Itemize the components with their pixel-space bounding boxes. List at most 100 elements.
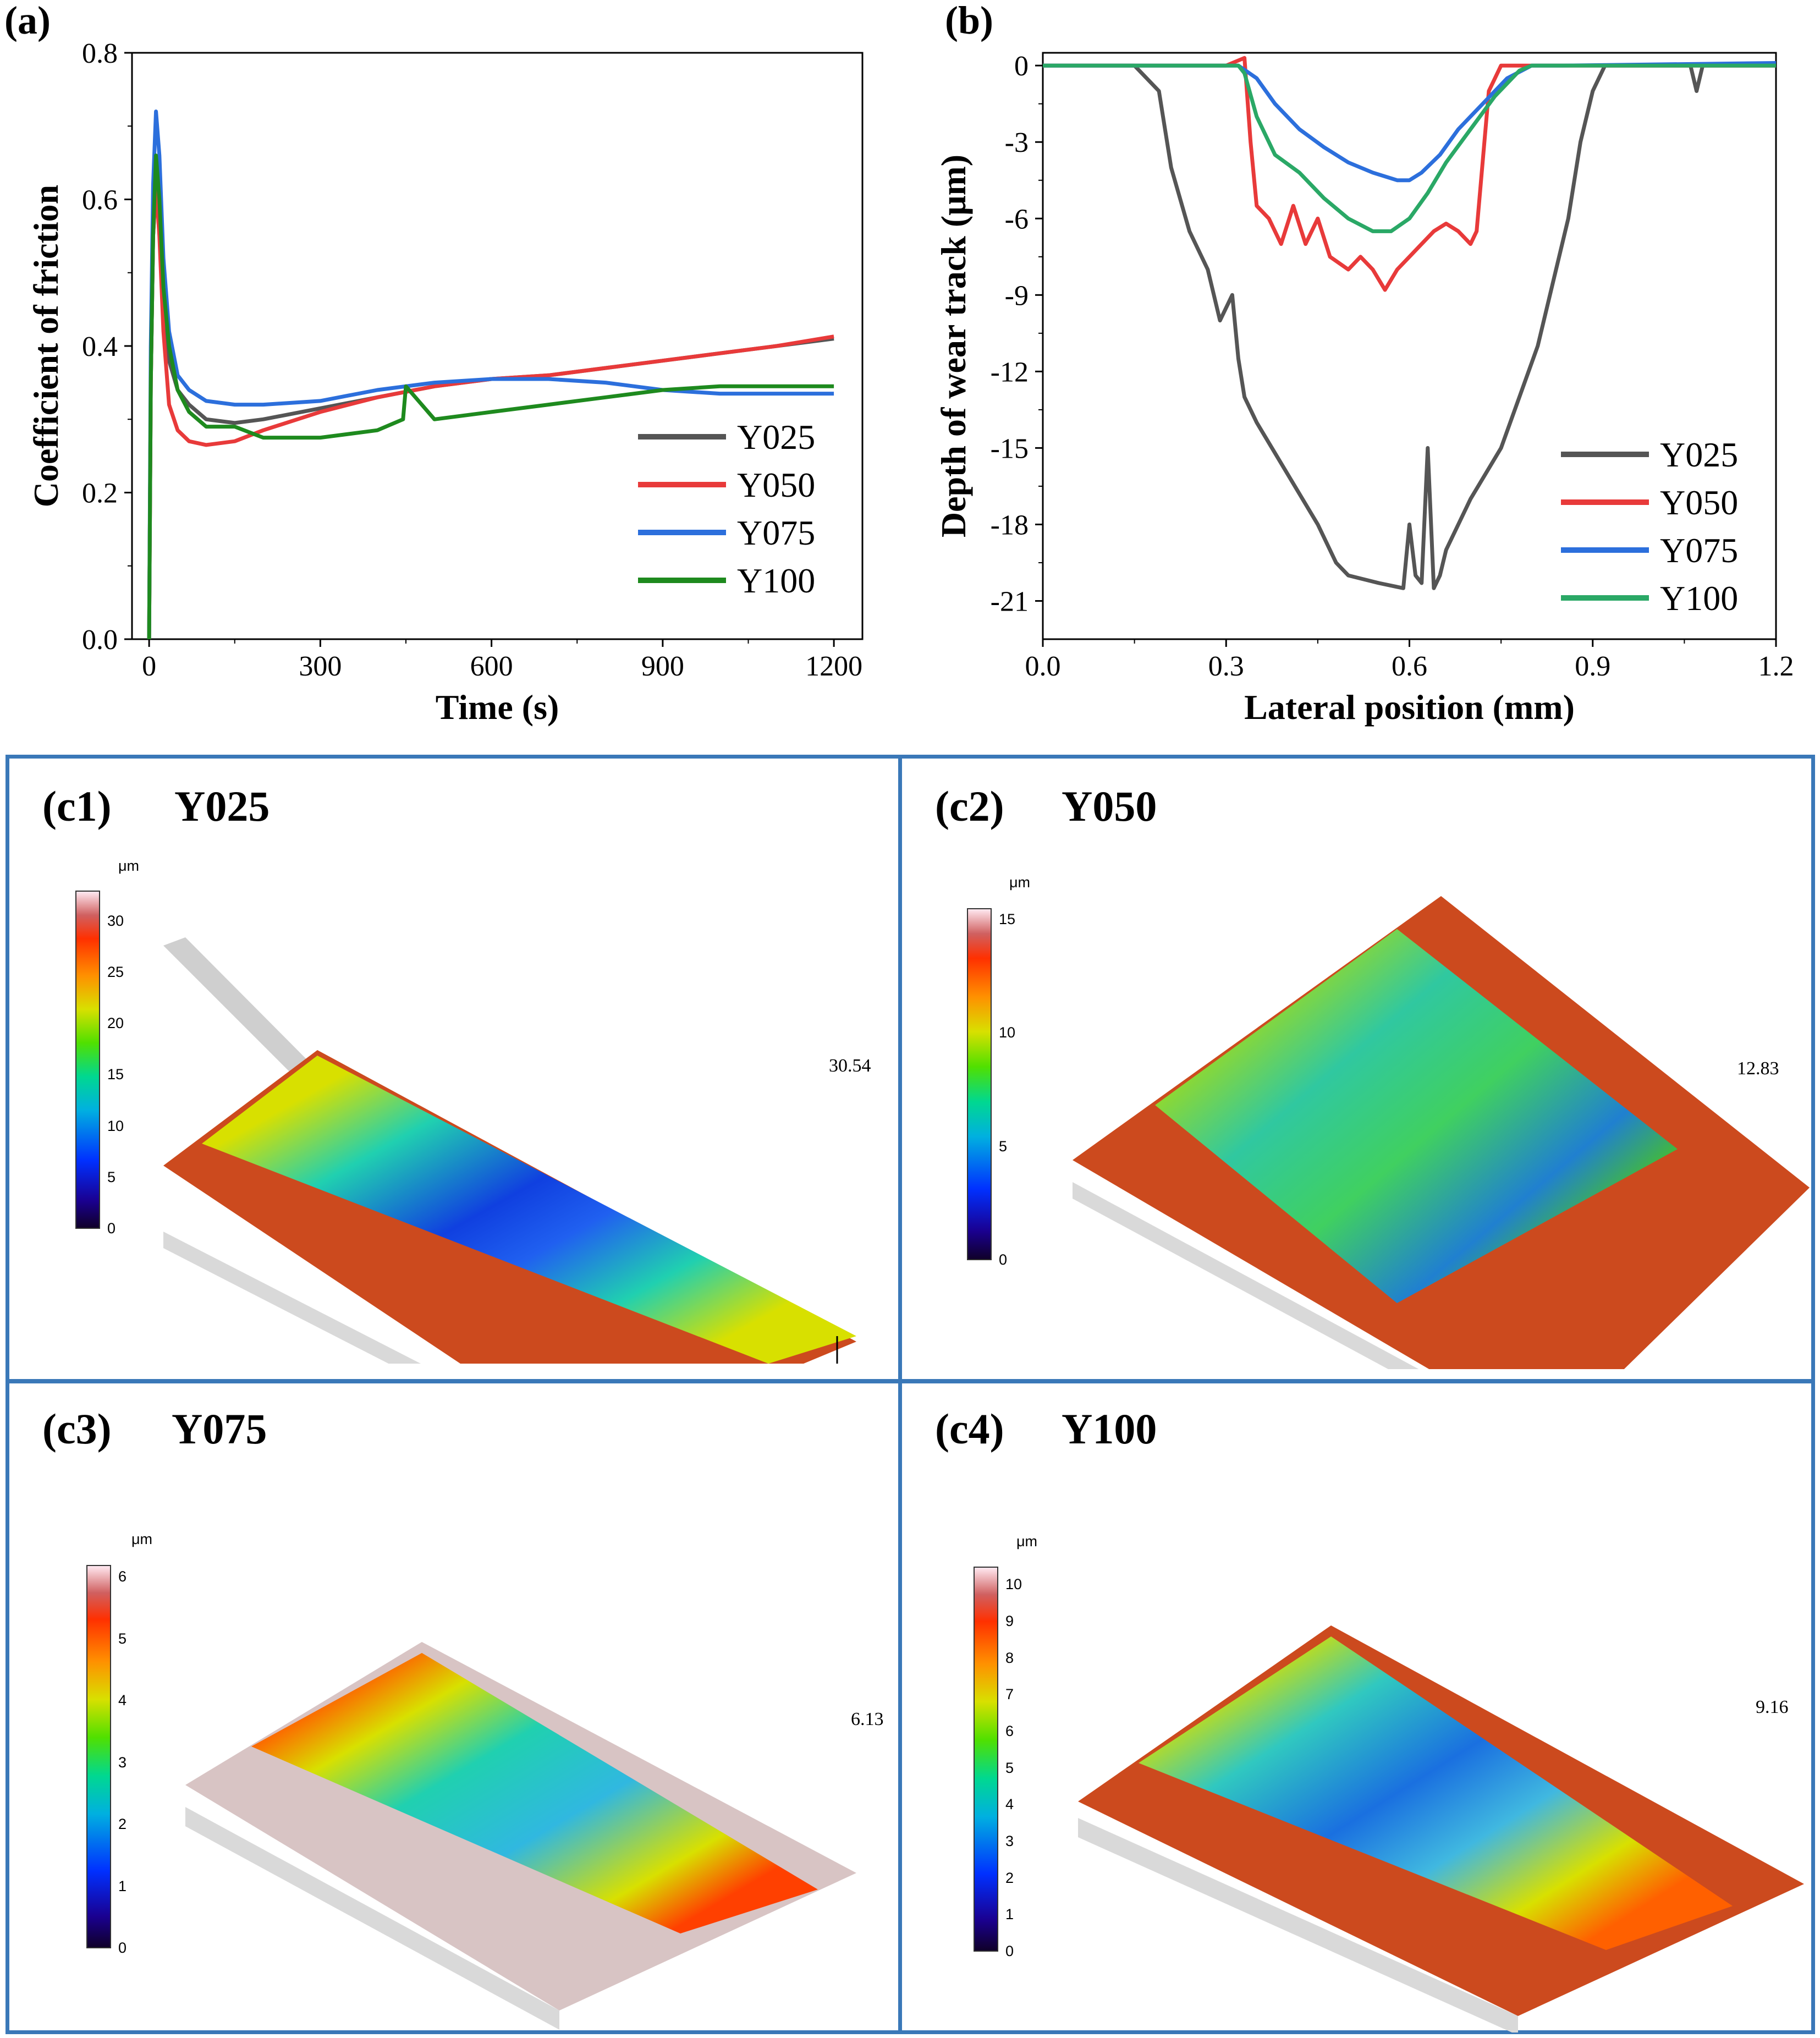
- colorbar-tick-label: 6: [118, 1568, 127, 1585]
- colorbar-tick-label: 4: [1005, 1796, 1014, 1813]
- series-line-Y075: [147, 109, 834, 640]
- y-axis-title: Coefficient of friction: [26, 185, 65, 507]
- panel-c2-label: (c2): [935, 782, 1004, 830]
- colorbar-tick-label: 0: [118, 1940, 127, 1956]
- c4-surface-render: [1078, 1625, 1804, 2032]
- legend-label-Y050: Y050: [737, 465, 815, 504]
- x-tick-label: 0.0: [1025, 651, 1061, 682]
- c3-unit: μm: [131, 1531, 153, 1547]
- y-tick-label: -9: [1005, 280, 1029, 311]
- legend-label-Y025: Y025: [1660, 435, 1738, 474]
- specimen-side: [185, 1807, 559, 2030]
- x-tick-label: 1200: [805, 651, 862, 682]
- specimen-side: [1078, 1818, 1518, 2032]
- colorbar-tick-label: 1: [1005, 1906, 1014, 1923]
- c2-unit: μm: [1009, 874, 1031, 891]
- colorbar-tick-label: 2: [1005, 1869, 1014, 1886]
- colorbar-tick-label: 10: [1005, 1576, 1022, 1593]
- x-axis-title: Time (s): [436, 688, 559, 727]
- wear-track: [202, 1056, 856, 1364]
- colorbar-tick-label: 30: [107, 912, 124, 929]
- colorbar-tick-label: 0: [1005, 1943, 1014, 1959]
- series-line-Y100: [147, 153, 834, 640]
- colorbar-tick-label: 1: [118, 1877, 127, 1894]
- colorbar-tick-label: 5: [1005, 1759, 1014, 1776]
- c1-surface-render: [163, 1050, 856, 1364]
- panel-c2: (c2) Y050 μm 12.83 15 10 5 0: [898, 755, 1815, 1383]
- y-tick-label: 0: [1014, 51, 1029, 82]
- colorbar-tick-label: 8: [1005, 1649, 1014, 1666]
- panel-c1-sample: Y025: [174, 782, 270, 830]
- panel-a-letter: (a): [4, 0, 51, 42]
- panel-c1-label: (c1): [42, 782, 112, 830]
- wear-track: [1139, 1636, 1733, 1950]
- x-tick-label: 900: [641, 651, 684, 682]
- colorbar-tick-label: 6: [1005, 1723, 1014, 1739]
- colorbar-tick-label: 15: [107, 1066, 124, 1083]
- legend-label-Y075: Y075: [1660, 531, 1738, 570]
- colorbar-tick-label: 4: [118, 1692, 127, 1709]
- legend-label-Y050: Y050: [1660, 483, 1738, 522]
- c2-colorbar: [967, 908, 992, 1260]
- c4-colorbar: [974, 1567, 998, 1952]
- colorbar-tick-label: 2: [118, 1816, 127, 1833]
- panel-c4: (c4) Y100 μm 9.16 10 9 8 7 6 5 4 3 2 1 0: [898, 1380, 1815, 2034]
- y-axis-title: Depth of wear track (μm): [934, 155, 973, 537]
- colorbar-tick-label: 10: [999, 1024, 1016, 1041]
- y-tick-label: -18: [991, 509, 1029, 541]
- colorbar-tick-label: 20: [107, 1015, 124, 1032]
- y-tick-label: -21: [991, 586, 1029, 617]
- y-tick-label: -6: [1005, 204, 1029, 235]
- panel-c4-sample: Y100: [1062, 1405, 1157, 1453]
- colorbar-tick-label: 3: [1005, 1833, 1014, 1849]
- c4-height-label: 9.16: [1756, 1697, 1789, 1717]
- x-axis-title: Lateral position (mm): [1244, 688, 1575, 727]
- x-tick-label: 0: [142, 651, 156, 682]
- c3-height-label: 6.13: [851, 1709, 884, 1729]
- colorbar-tick-label: 25: [107, 964, 124, 981]
- c4-unit: μm: [1016, 1533, 1038, 1550]
- colorbar-tick-label: 5: [107, 1168, 116, 1185]
- x-tick-label: 0.9: [1575, 651, 1610, 682]
- panel-c3-label: (c3): [42, 1405, 112, 1453]
- c3-surface-render: [185, 1642, 856, 2030]
- y-tick-label: 0.0: [82, 624, 118, 656]
- panel-c3: (c3) Y075 μm 6.13 6 5 4 3 2 1 0: [6, 1380, 902, 2034]
- panel-c2-sample: Y050: [1062, 782, 1157, 830]
- y-tick-label: -12: [991, 356, 1029, 388]
- y-tick-label: -15: [991, 433, 1029, 464]
- legend-label-Y075: Y075: [737, 513, 815, 552]
- y-tick-label: 0.4: [82, 331, 118, 362]
- legend-label-Y100: Y100: [1660, 579, 1738, 618]
- colorbar-tick-label: 9: [1005, 1613, 1014, 1629]
- colorbar-tick-label: 7: [1005, 1686, 1014, 1703]
- series-line-Y050: [1043, 56, 1776, 292]
- legend-label-Y025: Y025: [737, 418, 815, 457]
- y-tick-label: -3: [1005, 127, 1029, 158]
- wear-track: [1155, 929, 1678, 1303]
- panel-c3-sample: Y075: [172, 1405, 267, 1453]
- panel-c4-label: (c4): [935, 1405, 1004, 1453]
- x-tick-label: 600: [470, 651, 513, 682]
- x-tick-label: 1.2: [1758, 651, 1794, 682]
- c3-colorbar: [86, 1565, 111, 1948]
- c1-colorbar: [75, 891, 100, 1229]
- colorbar-tick-label: 5: [999, 1138, 1008, 1155]
- series-line-Y100: [1043, 63, 1776, 233]
- legend-label-Y100: Y100: [737, 561, 815, 600]
- friction-chart: 0 300 600 900 1200 0.0 0.2 0.4 0.6 0.8 Time (s) Coe…: [26, 38, 864, 727]
- panel-c1: (c1) Y025 μm 30.54 30 25 20 15 10 5 0: [6, 755, 902, 1383]
- wear-depth-chart: 0.0 0.3 0.6 0.9 1.2 0 -3 -6 -9 -12 -15 -18 -21 Latera…: [934, 51, 1794, 727]
- colorbar-tick-label: 15: [999, 910, 1016, 927]
- x-tick-label: 0.6: [1392, 651, 1427, 682]
- panel-b-letter: (b): [945, 0, 993, 42]
- c1-unit: μm: [118, 858, 140, 874]
- x-tick-label: 300: [299, 651, 342, 682]
- colorbar-tick-label: 0: [999, 1251, 1008, 1268]
- c1-height-label: 30.54: [829, 1056, 871, 1076]
- y-tick-label: 0.8: [82, 38, 118, 69]
- c2-height-label: 12.83: [1737, 1058, 1779, 1079]
- colorbar-tick-label: 3: [118, 1754, 127, 1771]
- y-tick-label: 0.2: [82, 478, 118, 509]
- wear-track: [251, 1653, 818, 1933]
